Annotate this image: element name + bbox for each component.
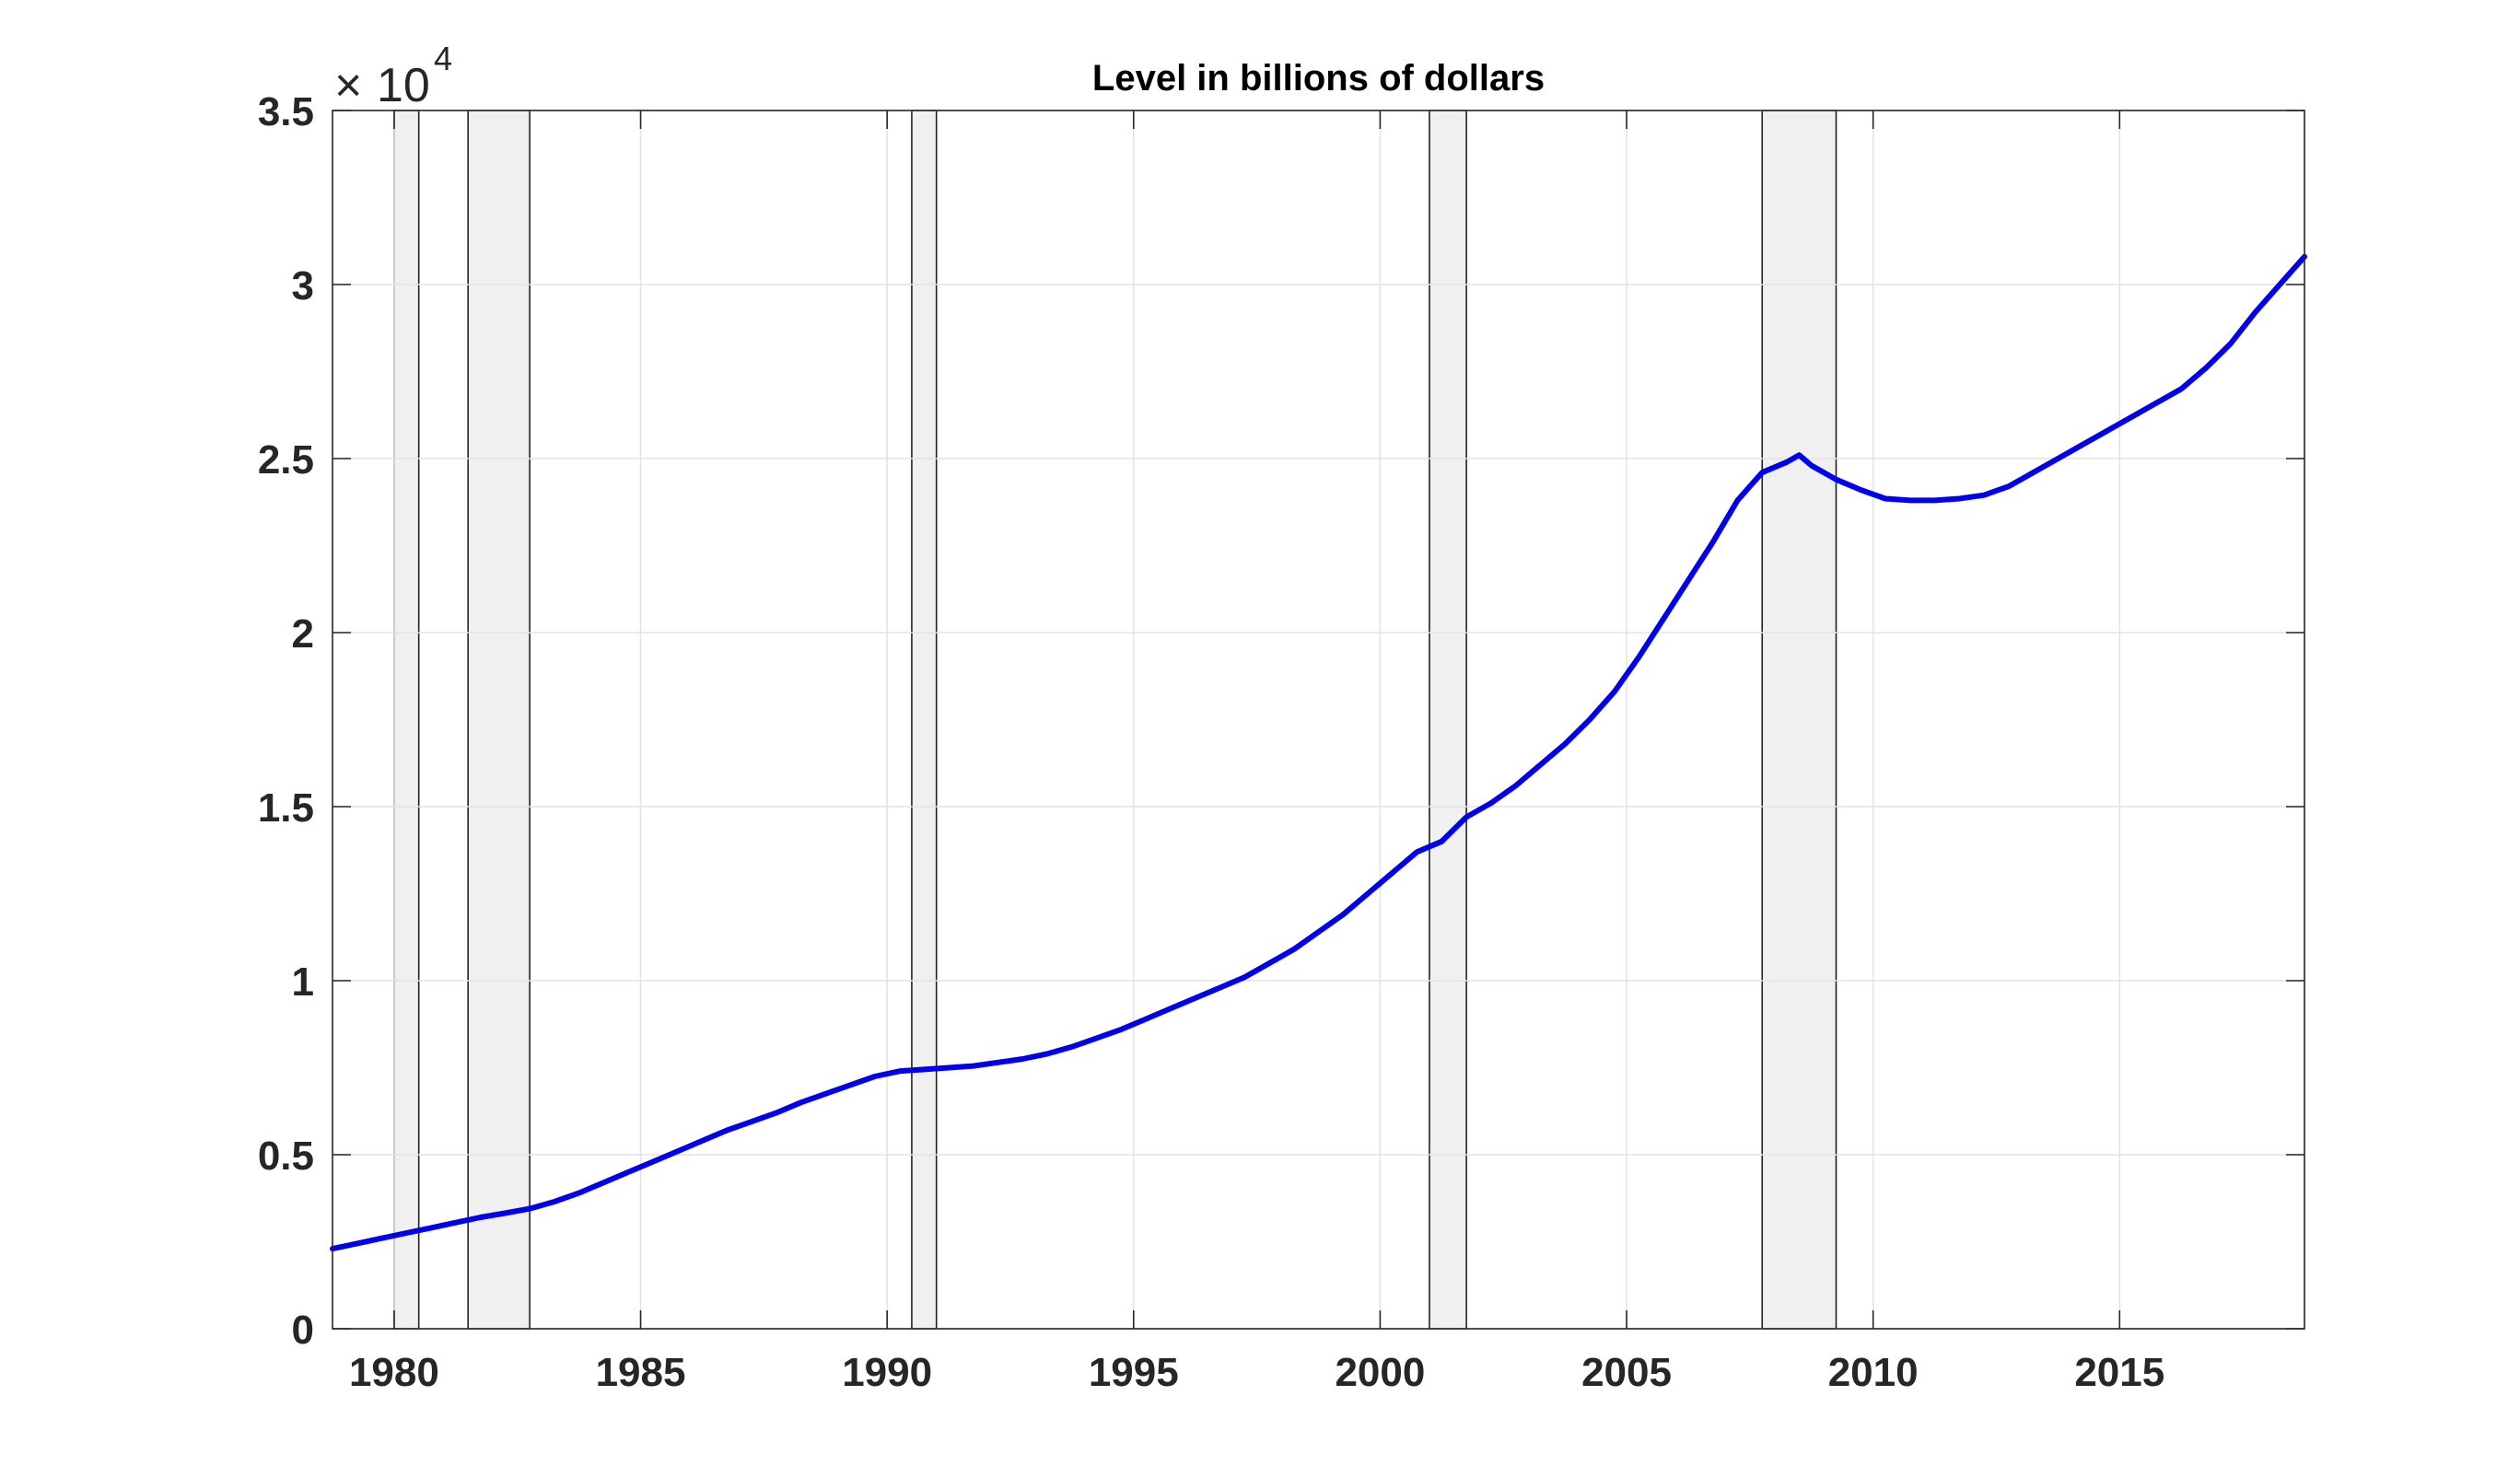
chart-title: Level in billions of dollars: [1092, 58, 1545, 99]
y-tick-label: 1: [292, 959, 314, 1005]
axis-exponent-label: × 10 4: [334, 40, 452, 112]
x-tick-label: 1990: [842, 1350, 932, 1395]
x-tick-label: 1995: [1089, 1350, 1179, 1395]
exponent-times-sign: ×: [334, 59, 362, 112]
x-tick-label: 2005: [1581, 1350, 1672, 1395]
plot-frame: [332, 110, 2305, 1330]
x-tick-label: 2010: [1828, 1350, 1919, 1395]
x-tick-label: 2000: [1335, 1350, 1425, 1395]
recession-band: [1429, 110, 1467, 1330]
y-tick-label: 2.5: [258, 437, 314, 483]
axes-layer: [332, 110, 2305, 1330]
grid-layer: [332, 110, 2304, 1330]
y-tick-label: 1.5: [258, 785, 314, 831]
recession-band: [467, 110, 531, 1330]
y-tick-label: 3: [292, 263, 314, 308]
series-layer: [330, 253, 2307, 1252]
recession-band: [1761, 110, 1838, 1330]
x-tick-label: 1985: [596, 1350, 686, 1395]
y-tick-label: 0.5: [258, 1134, 314, 1179]
tick-label-layer: 1980 1985 1990 1995 2000 2005 2010 2015 0 0.5 1 1.5…: [258, 89, 2164, 1395]
recession-band: [911, 110, 938, 1330]
exponent-base: 10: [377, 59, 430, 112]
x-tick-label: 1980: [349, 1350, 439, 1395]
y-tick-label: 2: [292, 611, 314, 657]
x-tick-label: 2015: [2074, 1350, 2164, 1395]
recession-shading-layer: [393, 110, 1838, 1330]
data-series-line: [330, 253, 2307, 1252]
y-tick-label: 0: [292, 1308, 314, 1353]
y-tick-label: 3.5: [258, 89, 314, 134]
exponent-power: 4: [434, 40, 452, 77]
recession-band: [393, 110, 420, 1330]
